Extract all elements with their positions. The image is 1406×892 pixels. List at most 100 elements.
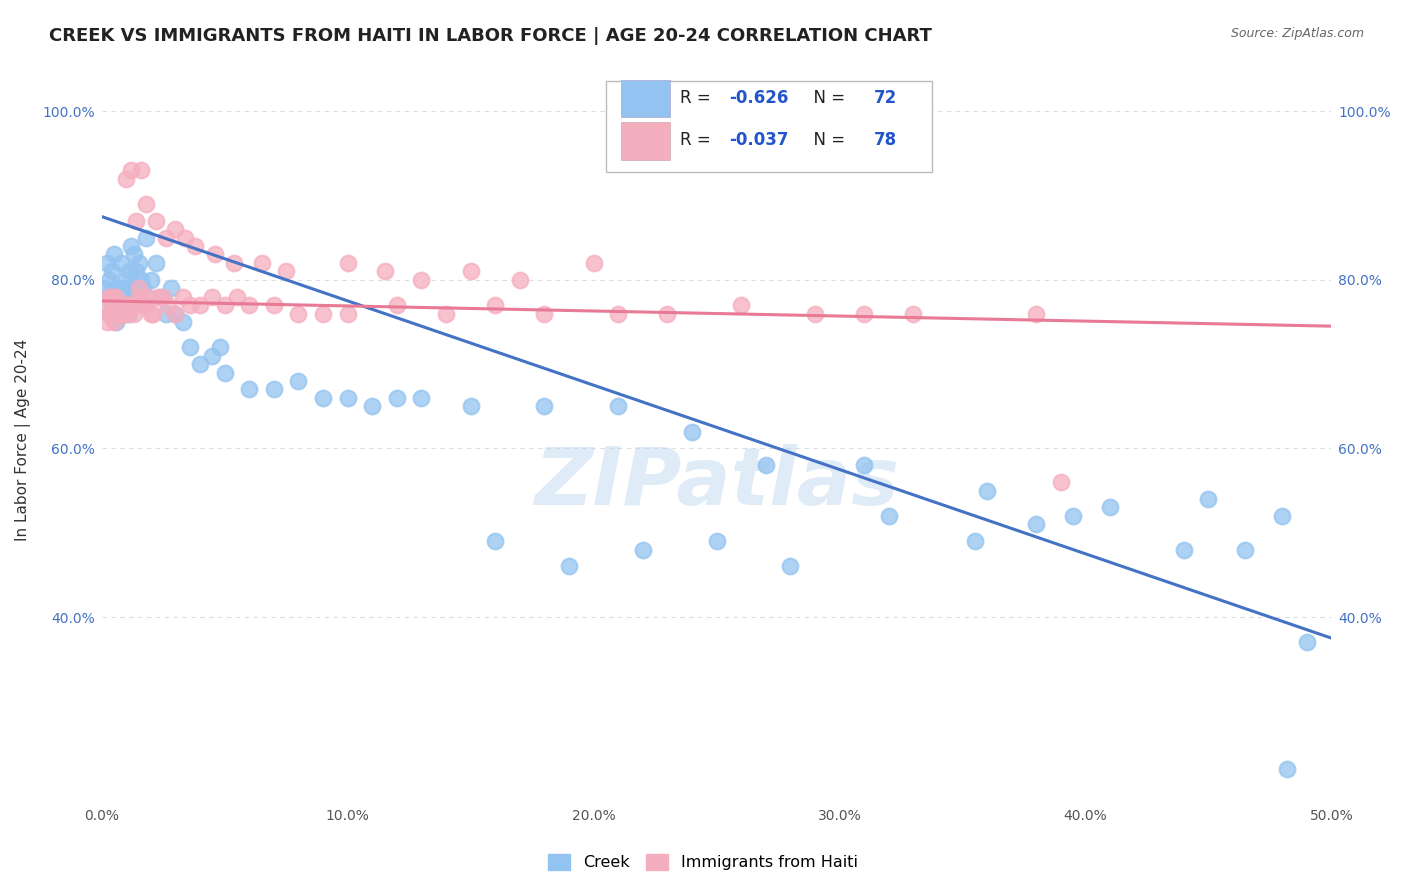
Point xyxy=(214,298,236,312)
Point xyxy=(118,298,141,312)
Point xyxy=(98,290,121,304)
Point xyxy=(108,281,131,295)
Point xyxy=(533,399,555,413)
Point xyxy=(165,306,187,320)
Point xyxy=(903,306,925,320)
Point xyxy=(336,391,359,405)
Point xyxy=(582,256,605,270)
Point xyxy=(93,281,115,295)
Point xyxy=(214,366,236,380)
Point xyxy=(172,315,194,329)
Point xyxy=(963,534,986,549)
Point xyxy=(204,247,226,261)
Legend: Creek, Immigrants from Haiti: Creek, Immigrants from Haiti xyxy=(541,848,865,877)
Point xyxy=(100,290,122,304)
Point xyxy=(208,340,231,354)
Point xyxy=(132,281,155,295)
Point xyxy=(558,559,581,574)
Point xyxy=(103,306,125,320)
Point xyxy=(263,383,285,397)
Point xyxy=(152,290,174,304)
Point xyxy=(98,306,121,320)
Point xyxy=(411,391,433,405)
Point xyxy=(155,230,177,244)
Point xyxy=(165,222,187,236)
Point xyxy=(115,306,138,320)
Point xyxy=(93,298,115,312)
Point xyxy=(336,306,359,320)
Point xyxy=(112,306,135,320)
Point xyxy=(460,264,482,278)
Point xyxy=(434,306,457,320)
Point xyxy=(224,256,246,270)
Point xyxy=(853,458,876,473)
Text: R =: R = xyxy=(679,88,716,107)
Point xyxy=(135,230,157,244)
Point xyxy=(118,264,141,278)
Point xyxy=(139,306,162,320)
Point xyxy=(238,383,260,397)
Text: N =: N = xyxy=(803,88,851,107)
Text: ZIPatlas: ZIPatlas xyxy=(534,444,898,523)
Point xyxy=(312,306,335,320)
Point xyxy=(115,290,138,304)
Point xyxy=(631,542,654,557)
Point xyxy=(112,281,135,295)
Point xyxy=(100,264,122,278)
Point xyxy=(148,290,170,304)
Point xyxy=(128,281,150,295)
Point xyxy=(172,290,194,304)
Point xyxy=(98,306,121,320)
Point xyxy=(120,281,142,295)
Point xyxy=(157,298,180,312)
Point xyxy=(155,306,177,320)
Point xyxy=(1197,491,1219,506)
Point xyxy=(110,290,132,304)
Point xyxy=(120,298,142,312)
Point xyxy=(122,306,145,320)
Point xyxy=(115,273,138,287)
Point xyxy=(1099,500,1122,515)
Point xyxy=(138,290,160,304)
Point xyxy=(100,298,122,312)
Point xyxy=(142,306,165,320)
Text: -0.037: -0.037 xyxy=(728,131,789,149)
Point xyxy=(132,298,155,312)
Point xyxy=(174,230,197,244)
Point xyxy=(125,214,148,228)
Point xyxy=(125,264,148,278)
Point xyxy=(103,281,125,295)
Text: 72: 72 xyxy=(875,88,897,107)
Point xyxy=(105,290,128,304)
Point xyxy=(122,247,145,261)
Point xyxy=(129,273,152,287)
Point xyxy=(105,315,128,329)
Point xyxy=(201,349,224,363)
Point xyxy=(1050,475,1073,490)
Point xyxy=(112,306,135,320)
Point xyxy=(226,290,249,304)
Point xyxy=(1173,542,1195,557)
Point xyxy=(96,290,118,304)
Text: R =: R = xyxy=(679,131,716,149)
Point xyxy=(108,306,131,320)
Point xyxy=(373,264,395,278)
Point xyxy=(135,298,157,312)
Point xyxy=(135,197,157,211)
Point xyxy=(804,306,827,320)
Point xyxy=(129,298,152,312)
Point xyxy=(263,298,285,312)
Point xyxy=(108,306,131,320)
Point xyxy=(779,559,801,574)
Point xyxy=(1295,635,1317,649)
Point xyxy=(115,171,138,186)
Point xyxy=(159,281,181,295)
Point xyxy=(115,298,138,312)
Point xyxy=(201,290,224,304)
Point xyxy=(607,306,630,320)
Point xyxy=(1234,542,1257,557)
Point xyxy=(706,534,728,549)
Point xyxy=(484,534,506,549)
Text: Source: ZipAtlas.com: Source: ZipAtlas.com xyxy=(1230,27,1364,40)
Point xyxy=(125,298,148,312)
